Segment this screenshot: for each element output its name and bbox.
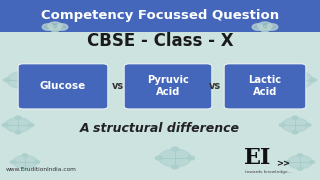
Circle shape (297, 154, 303, 157)
Circle shape (292, 116, 298, 119)
Circle shape (258, 22, 272, 30)
Text: >>: >> (276, 159, 290, 168)
Text: C₆: C₆ (52, 24, 58, 30)
Circle shape (310, 78, 316, 82)
Circle shape (292, 131, 298, 134)
Text: vs: vs (209, 81, 221, 91)
Text: C₆: C₆ (262, 24, 268, 30)
Circle shape (28, 123, 34, 127)
FancyBboxPatch shape (18, 64, 108, 109)
Circle shape (10, 161, 16, 163)
Circle shape (13, 155, 37, 169)
Circle shape (283, 72, 313, 88)
Circle shape (297, 167, 303, 170)
Circle shape (282, 118, 308, 132)
Circle shape (309, 161, 315, 163)
Circle shape (188, 156, 195, 160)
Text: Competency Focussed Question: Competency Focussed Question (41, 9, 279, 22)
Circle shape (15, 131, 21, 134)
Circle shape (172, 147, 179, 151)
Circle shape (295, 87, 301, 90)
Circle shape (288, 155, 312, 169)
Text: A structural difference: A structural difference (80, 122, 240, 135)
Circle shape (7, 72, 37, 88)
Text: towards knowledge...: towards knowledge... (244, 170, 292, 174)
Circle shape (34, 161, 40, 163)
Circle shape (15, 116, 21, 119)
FancyBboxPatch shape (224, 64, 306, 109)
Circle shape (159, 149, 191, 167)
Circle shape (19, 87, 25, 90)
Circle shape (34, 78, 40, 82)
Circle shape (172, 165, 179, 169)
Text: CBSE - Class - X: CBSE - Class - X (87, 32, 233, 50)
Circle shape (5, 118, 31, 132)
Text: www.EruditionIndia.com: www.EruditionIndia.com (6, 167, 77, 172)
Text: EI: EI (244, 147, 272, 169)
Circle shape (22, 167, 28, 170)
Circle shape (156, 156, 163, 160)
Circle shape (42, 24, 54, 30)
Circle shape (252, 24, 264, 30)
Circle shape (285, 161, 291, 163)
Circle shape (50, 26, 60, 32)
Circle shape (266, 24, 278, 30)
Circle shape (2, 123, 8, 127)
Circle shape (280, 78, 286, 82)
Circle shape (295, 70, 301, 73)
Circle shape (260, 26, 270, 32)
Circle shape (4, 78, 10, 82)
Text: vs: vs (112, 81, 124, 91)
Circle shape (56, 24, 68, 30)
Text: Glucose: Glucose (40, 81, 86, 91)
FancyBboxPatch shape (0, 0, 320, 31)
Circle shape (305, 123, 311, 127)
Text: Lactic
Acid: Lactic Acid (248, 75, 282, 97)
Circle shape (48, 22, 62, 30)
FancyBboxPatch shape (124, 64, 212, 109)
Circle shape (22, 154, 28, 157)
Circle shape (19, 70, 25, 73)
Text: Pyruvic
Acid: Pyruvic Acid (147, 75, 189, 97)
Circle shape (279, 123, 285, 127)
